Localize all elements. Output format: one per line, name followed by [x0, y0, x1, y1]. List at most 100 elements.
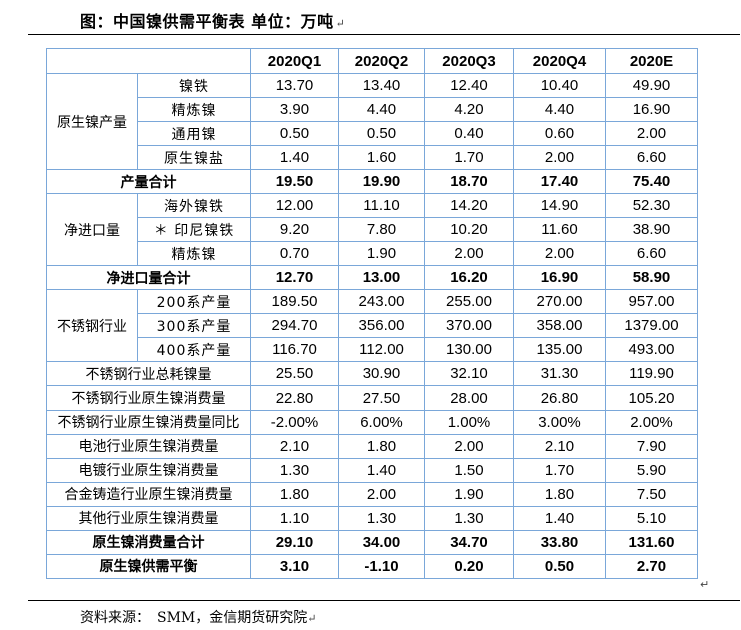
- value-cell: 1.80: [513, 481, 606, 507]
- value-cell: 33.80: [513, 529, 606, 555]
- value-cell: 3.90: [250, 97, 339, 123]
- paragraph-mark: ↵: [307, 612, 317, 625]
- value-cell: 7.90: [605, 433, 698, 459]
- value-cell: 6.60: [605, 145, 698, 171]
- table-row: 电池行业原生镍消费量 2.10 1.80 2.00 2.10 7.90: [46, 433, 698, 459]
- table-row: 精炼镍 3.90 4.40 4.20 4.40 16.90: [47, 97, 698, 123]
- value-cell: 0.50: [250, 121, 339, 147]
- value-cell: 2.00: [424, 433, 514, 459]
- table-row: 不锈钢行业原生镍消费量同比 -2.00% 6.00% 1.00% 3.00% 2.00%: [46, 409, 698, 435]
- value-cell: 1379.00: [605, 313, 698, 339]
- column-header: 2020Q2: [338, 47, 425, 75]
- row-label-cell: 镍铁: [137, 73, 251, 99]
- value-cell: 0.70: [250, 241, 339, 267]
- value-cell: 9.20: [250, 217, 339, 243]
- nickel-balance-table: 2020Q1 2020Q2 2020Q3 2020Q4 2020E 原生镍产量镍…: [46, 47, 698, 580]
- value-cell: 0.50: [338, 121, 425, 147]
- value-cell: 131.60: [605, 529, 698, 555]
- value-cell: 116.70: [250, 337, 339, 363]
- value-cell: 16.90: [605, 97, 698, 123]
- value-cell: 14.20: [424, 193, 514, 219]
- value-cell: 5.90: [605, 457, 698, 483]
- group-label-cell: 原生镍产量: [46, 73, 138, 171]
- value-cell: 0.40: [424, 121, 514, 147]
- value-cell: 14.90: [513, 193, 606, 219]
- document-title: 图：中国镍供需平衡表 单位：万吨 ↵: [80, 12, 346, 31]
- value-cell: 4.20: [424, 97, 514, 123]
- value-cell: 11.60: [513, 217, 606, 243]
- value-cell: 52.30: [605, 193, 698, 219]
- column-header: 2020E: [605, 47, 698, 75]
- value-cell: 34.70: [424, 529, 514, 555]
- value-cell: 11.10: [338, 193, 425, 219]
- value-cell: 49.90: [605, 73, 698, 99]
- value-cell: 2.00: [513, 241, 606, 267]
- value-cell: 29.10: [250, 529, 339, 555]
- value-cell: 38.90: [605, 217, 698, 243]
- row-label-cell: 不锈钢行业总耗镍量: [46, 361, 251, 387]
- value-cell: 493.00: [605, 337, 698, 363]
- group-label-cell: 净进口量: [46, 193, 138, 267]
- value-cell: 10.40: [513, 73, 606, 99]
- row-label-cell: ＊ 印尼镍铁: [137, 217, 251, 243]
- value-cell: 957.00: [605, 289, 698, 315]
- group-label-cell: 不锈钢行业: [46, 289, 138, 363]
- row-label-cell: 产量合计: [46, 169, 251, 195]
- value-cell: 1.60: [338, 145, 425, 171]
- column-header: 2020Q3: [424, 47, 514, 75]
- row-label-cell: 不锈钢行业原生镍消费量同比: [46, 409, 251, 435]
- value-cell: 255.00: [424, 289, 514, 315]
- value-cell: 2.00: [338, 481, 425, 507]
- value-cell: 19.50: [250, 169, 339, 195]
- row-label-cell: 400系产量: [137, 337, 251, 363]
- value-cell: 5.10: [605, 505, 698, 531]
- value-cell: 1.10: [250, 505, 339, 531]
- value-cell: 1.30: [250, 457, 339, 483]
- paragraph-mark: ↵: [335, 17, 346, 30]
- table-row: 净进口量 海外镍铁 12.00 11.10 14.20 14.90 52.30: [46, 193, 698, 267]
- total-row: 净进口量合计 12.70 13.00 16.20 16.90 58.90: [46, 265, 698, 291]
- top-rule: [28, 34, 740, 35]
- value-cell: 25.50: [250, 361, 339, 387]
- header-blank-cell: [46, 47, 251, 75]
- total-row: 产量合计 19.50 19.90 18.70 17.40 75.40: [46, 169, 698, 195]
- value-cell: 26.80: [513, 385, 606, 411]
- row-label-cell: 通用镍: [137, 121, 251, 147]
- table-row: 不锈钢行业原生镍消费量 22.80 27.50 28.00 26.80 105.20: [46, 385, 698, 411]
- row-label-cell: 原生镍消费量合计: [46, 529, 251, 555]
- value-cell: 12.40: [424, 73, 514, 99]
- value-cell: 3.00%: [513, 409, 606, 435]
- value-cell: 13.70: [250, 73, 339, 99]
- header-row: 2020Q1 2020Q2 2020Q3 2020Q4 2020E: [46, 47, 698, 75]
- value-cell: 370.00: [424, 313, 514, 339]
- value-cell: 17.40: [513, 169, 606, 195]
- source-note: 资料来源： SMM，金信期货研究院↵: [80, 610, 317, 626]
- value-cell: 270.00: [513, 289, 606, 315]
- value-cell: 12.70: [250, 265, 339, 291]
- row-label-cell: 电镀行业原生镍消费量: [46, 457, 251, 483]
- value-cell: 189.50: [250, 289, 339, 315]
- value-cell: 6.60: [605, 241, 698, 267]
- table-row: 原生镍产量 镍铁 13.70 13.40 12.40 10.40 49.90: [46, 73, 698, 171]
- row-label-cell: 电池行业原生镍消费量: [46, 433, 251, 459]
- value-cell: 0.60: [513, 121, 606, 147]
- value-cell: 4.40: [513, 97, 606, 123]
- row-label-cell: 其他行业原生镍消费量: [46, 505, 251, 531]
- value-cell: 2.00: [605, 121, 698, 147]
- total-row: 原生镍消费量合计 29.10 34.00 34.70 33.80 131.60: [46, 529, 698, 555]
- column-header: 2020Q1: [250, 47, 339, 75]
- table-row: 电镀行业原生镍消费量 1.30 1.40 1.50 1.70 5.90: [46, 457, 698, 483]
- table-row: 其他行业原生镍消费量 1.10 1.30 1.30 1.40 5.10: [46, 505, 698, 531]
- value-cell: 2.00: [513, 145, 606, 171]
- table-row: 通用镍 0.50 0.50 0.40 0.60 2.00: [47, 121, 698, 147]
- value-cell: -2.00%: [250, 409, 339, 435]
- value-cell: 19.90: [338, 169, 425, 195]
- value-cell: 1.90: [338, 241, 425, 267]
- value-cell: 1.70: [424, 145, 514, 171]
- value-cell: 1.40: [338, 457, 425, 483]
- table-row: 不锈钢行业 200系产量 189.50 243.00 255.00 270.00 957.0…: [46, 289, 698, 363]
- bottom-rule: [28, 600, 740, 601]
- value-cell: 32.10: [424, 361, 514, 387]
- value-cell: 27.50: [338, 385, 425, 411]
- row-label-cell: 净进口量合计: [46, 265, 251, 291]
